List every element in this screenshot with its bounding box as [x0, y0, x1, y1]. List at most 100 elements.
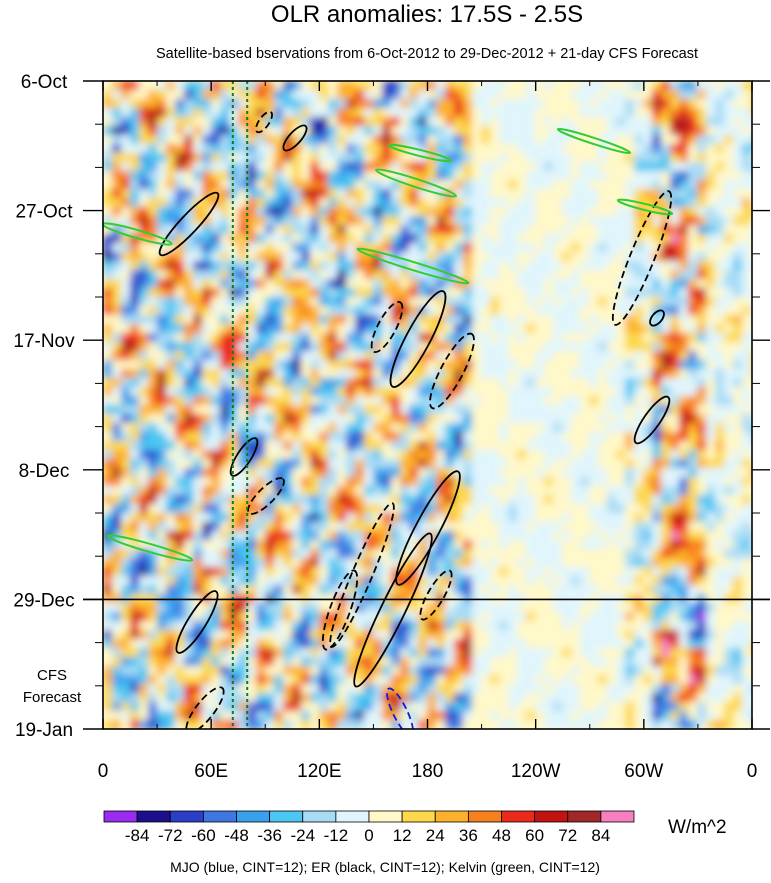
- field-cell: [337, 639, 347, 649]
- field-cell: [616, 558, 626, 568]
- field-cell: [130, 234, 140, 244]
- field-cell: [463, 360, 473, 370]
- field-cell: [580, 225, 590, 235]
- field-cell: [355, 657, 365, 667]
- field-cell: [580, 351, 590, 361]
- field-cell: [643, 612, 653, 622]
- field-cell: [301, 315, 311, 325]
- field-cell: [742, 378, 752, 388]
- field-cell: [445, 432, 455, 442]
- field-cell: [256, 504, 266, 514]
- field-cell: [121, 450, 131, 460]
- field-cell: [490, 252, 500, 262]
- field-cell: [130, 369, 140, 379]
- field-cell: [364, 153, 374, 163]
- field-cell: [607, 171, 617, 181]
- field-cell: [337, 549, 347, 559]
- field-cell: [490, 324, 500, 334]
- field-cell: [670, 477, 680, 487]
- field-cell: [679, 585, 689, 595]
- field-cell: [517, 468, 527, 478]
- field-cell: [409, 612, 419, 622]
- field-cell: [319, 684, 329, 694]
- field-cell: [562, 414, 572, 424]
- field-cell: [589, 459, 599, 469]
- field-cell: [274, 432, 284, 442]
- field-cell: [346, 162, 356, 172]
- field-cell: [634, 522, 644, 532]
- field-cell: [112, 693, 122, 703]
- field-cell: [112, 504, 122, 514]
- field-cell: [472, 522, 482, 532]
- field-cell: [715, 171, 725, 181]
- field-cell: [130, 315, 140, 325]
- field-cell: [355, 675, 365, 685]
- field-cell: [697, 396, 707, 406]
- field-cell: [229, 117, 239, 127]
- field-cell: [310, 468, 320, 478]
- field-cell: [229, 189, 239, 199]
- field-cell: [283, 432, 293, 442]
- field-cell: [409, 279, 419, 289]
- field-cell: [337, 558, 347, 568]
- field-cell: [436, 675, 446, 685]
- field-cell: [580, 405, 590, 415]
- field-cell: [598, 198, 608, 208]
- field-cell: [238, 477, 248, 487]
- field-cell: [166, 423, 176, 433]
- field-cell: [499, 108, 509, 118]
- field-cell: [508, 378, 518, 388]
- field-cell: [166, 576, 176, 586]
- field-cell: [130, 270, 140, 280]
- field-cell: [427, 171, 437, 181]
- field-cell: [436, 396, 446, 406]
- field-cell: [715, 468, 725, 478]
- field-cell: [508, 288, 518, 298]
- field-cell: [220, 567, 230, 577]
- field-cell: [391, 513, 401, 523]
- field-cell: [148, 144, 158, 154]
- field-cell: [310, 639, 320, 649]
- field-cell: [247, 621, 257, 631]
- field-cell: [274, 675, 284, 685]
- field-cell: [328, 684, 338, 694]
- field-cell: [310, 522, 320, 532]
- field-cell: [391, 675, 401, 685]
- field-cell: [454, 585, 464, 595]
- field-cell: [220, 387, 230, 397]
- field-cell: [130, 288, 140, 298]
- field-cell: [679, 666, 689, 676]
- field-cell: [598, 360, 608, 370]
- field-cell: [238, 387, 248, 397]
- field-cell: [706, 558, 716, 568]
- field-cell: [607, 126, 617, 136]
- field-cell: [364, 468, 374, 478]
- field-cell: [436, 279, 446, 289]
- field-cell: [364, 477, 374, 487]
- field-cell: [211, 360, 221, 370]
- field-cell: [490, 459, 500, 469]
- field-cell: [562, 198, 572, 208]
- field-cell: [121, 279, 131, 289]
- field-cell: [220, 216, 230, 226]
- field-cell: [130, 513, 140, 523]
- field-cell: [445, 369, 455, 379]
- field-cell: [580, 333, 590, 343]
- field-cell: [265, 333, 275, 343]
- field-cell: [328, 495, 338, 505]
- field-cell: [616, 477, 626, 487]
- field-cell: [526, 558, 536, 568]
- field-cell: [481, 153, 491, 163]
- field-cell: [283, 486, 293, 496]
- field-cell: [292, 378, 302, 388]
- field-cell: [337, 432, 347, 442]
- field-cell: [319, 189, 329, 199]
- field-cell: [463, 297, 473, 307]
- field-cell: [391, 243, 401, 253]
- field-cell: [175, 225, 185, 235]
- field-cell: [472, 585, 482, 595]
- field-cell: [220, 279, 230, 289]
- field-cell: [454, 423, 464, 433]
- field-cell: [445, 405, 455, 415]
- field-cell: [247, 288, 257, 298]
